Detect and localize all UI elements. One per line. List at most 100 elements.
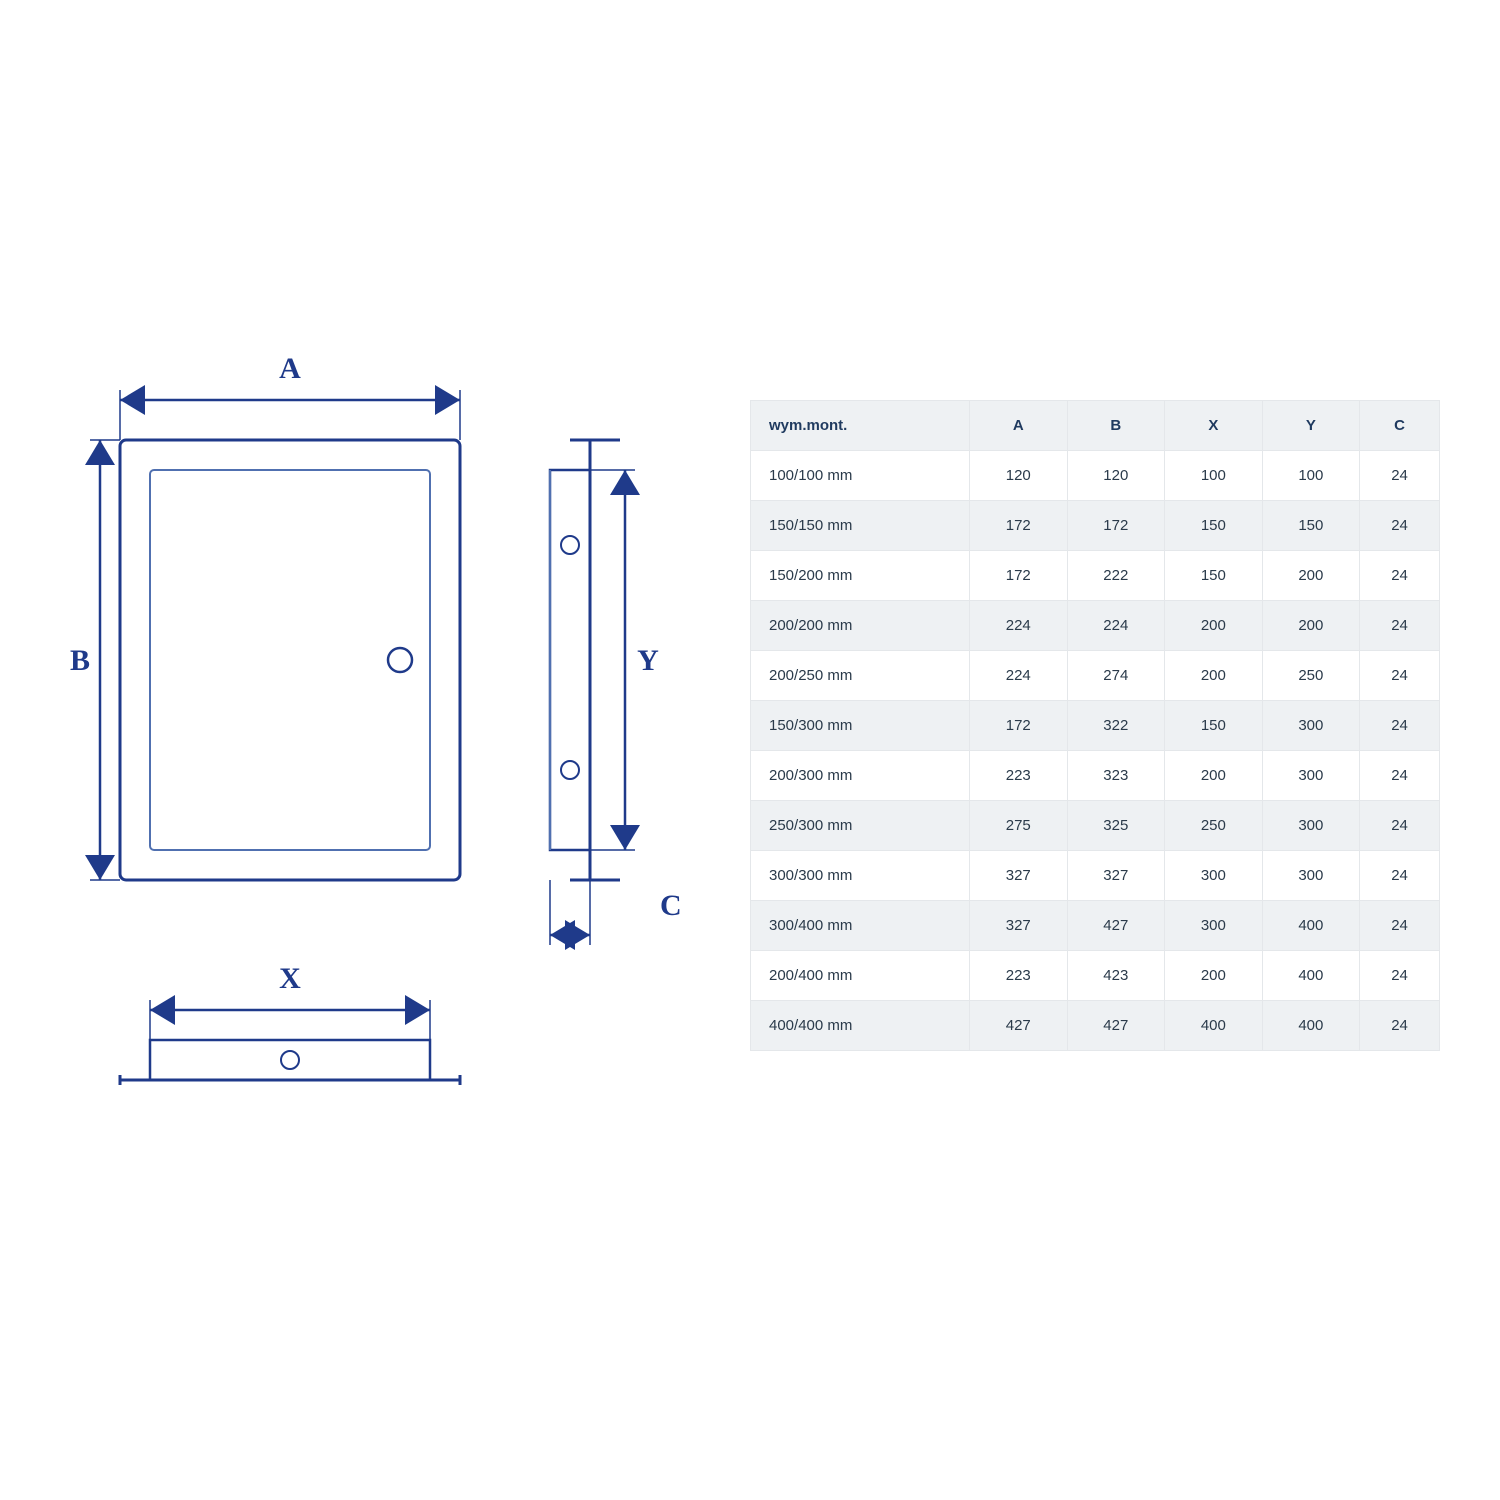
table-cell: 150/150 mm bbox=[751, 501, 970, 551]
table-cell: 300 bbox=[1262, 851, 1360, 901]
table-cell: 200/250 mm bbox=[751, 651, 970, 701]
table-cell: 427 bbox=[970, 1001, 1068, 1051]
col-header: wym.mont. bbox=[751, 401, 970, 451]
table-cell: 323 bbox=[1067, 751, 1165, 801]
table-cell: 120 bbox=[970, 451, 1068, 501]
table-cell: 224 bbox=[970, 601, 1068, 651]
table-cell: 224 bbox=[970, 651, 1068, 701]
table-cell: 150/200 mm bbox=[751, 551, 970, 601]
table-cell: 275 bbox=[970, 801, 1068, 851]
table-header-row: wym.mont. A B X Y C bbox=[751, 401, 1440, 451]
table-cell: 423 bbox=[1067, 951, 1165, 1001]
table-cell: 24 bbox=[1360, 701, 1440, 751]
table-cell: 200/300 mm bbox=[751, 751, 970, 801]
table-cell: 150 bbox=[1262, 501, 1360, 551]
table-cell: 100 bbox=[1262, 451, 1360, 501]
side-view bbox=[550, 440, 620, 880]
diagram-svg: A B bbox=[60, 340, 700, 1160]
table-cell: 120 bbox=[1067, 451, 1165, 501]
dim-label-X: X bbox=[279, 962, 301, 995]
table-cell: 24 bbox=[1360, 651, 1440, 701]
col-header: B bbox=[1067, 401, 1165, 451]
table-cell: 200 bbox=[1262, 551, 1360, 601]
table-cell: 223 bbox=[970, 951, 1068, 1001]
table-cell: 200 bbox=[1165, 651, 1263, 701]
table-row: 150/300 mm17232215030024 bbox=[751, 701, 1440, 751]
table-cell: 24 bbox=[1360, 1001, 1440, 1051]
col-header: X bbox=[1165, 401, 1263, 451]
table-cell: 200 bbox=[1165, 751, 1263, 801]
table-cell: 24 bbox=[1360, 601, 1440, 651]
table-cell: 300 bbox=[1165, 901, 1263, 951]
table-cell: 224 bbox=[1067, 601, 1165, 651]
table-row: 200/200 mm22422420020024 bbox=[751, 601, 1440, 651]
table-cell: 24 bbox=[1360, 501, 1440, 551]
dimensions-table: wym.mont. A B X Y C 100/100 mm1201201001… bbox=[750, 400, 1440, 1051]
table-cell: 327 bbox=[970, 851, 1068, 901]
table-cell: 172 bbox=[970, 701, 1068, 751]
bottom-view bbox=[120, 1040, 460, 1085]
technical-diagram: A B bbox=[60, 340, 700, 1160]
table-cell: 300/400 mm bbox=[751, 901, 970, 951]
table-row: 200/300 mm22332320030024 bbox=[751, 751, 1440, 801]
table-cell: 427 bbox=[1067, 901, 1165, 951]
table-cell: 200 bbox=[1165, 601, 1263, 651]
col-header: A bbox=[970, 401, 1068, 451]
table-cell: 400/400 mm bbox=[751, 1001, 970, 1051]
table-cell: 400 bbox=[1165, 1001, 1263, 1051]
table-cell: 200 bbox=[1165, 951, 1263, 1001]
table-cell: 327 bbox=[970, 901, 1068, 951]
table-cell: 172 bbox=[1067, 501, 1165, 551]
table-cell: 300/300 mm bbox=[751, 851, 970, 901]
table-cell: 400 bbox=[1262, 1001, 1360, 1051]
table-row: 150/200 mm17222215020024 bbox=[751, 551, 1440, 601]
dim-label-Y: Y bbox=[637, 644, 659, 677]
table-cell: 400 bbox=[1262, 901, 1360, 951]
dim-label-C: C bbox=[660, 889, 682, 922]
table-cell: 250 bbox=[1165, 801, 1263, 851]
dim-label-A: A bbox=[279, 352, 301, 385]
table-cell: 322 bbox=[1067, 701, 1165, 751]
table-cell: 250 bbox=[1262, 651, 1360, 701]
table-row: 150/150 mm17217215015024 bbox=[751, 501, 1440, 551]
table-cell: 250/300 mm bbox=[751, 801, 970, 851]
table-cell: 200 bbox=[1262, 601, 1360, 651]
table-row: 400/400 mm42742740040024 bbox=[751, 1001, 1440, 1051]
table-cell: 327 bbox=[1067, 851, 1165, 901]
table-row: 300/400 mm32742730040024 bbox=[751, 901, 1440, 951]
table-cell: 24 bbox=[1360, 451, 1440, 501]
table-cell: 325 bbox=[1067, 801, 1165, 851]
table-cell: 24 bbox=[1360, 551, 1440, 601]
table-cell: 427 bbox=[1067, 1001, 1165, 1051]
table-cell: 400 bbox=[1262, 951, 1360, 1001]
table-cell: 200/400 mm bbox=[751, 951, 970, 1001]
table-cell: 150 bbox=[1165, 701, 1263, 751]
table-row: 300/300 mm32732730030024 bbox=[751, 851, 1440, 901]
dim-label-B: B bbox=[70, 644, 90, 677]
table-row: 200/250 mm22427420025024 bbox=[751, 651, 1440, 701]
table-cell: 24 bbox=[1360, 801, 1440, 851]
table-row: 200/400 mm22342320040024 bbox=[751, 951, 1440, 1001]
table-cell: 222 bbox=[1067, 551, 1165, 601]
table-cell: 100/100 mm bbox=[751, 451, 970, 501]
table-cell: 200/200 mm bbox=[751, 601, 970, 651]
table-cell: 300 bbox=[1262, 751, 1360, 801]
table-cell: 100 bbox=[1165, 451, 1263, 501]
col-header: C bbox=[1360, 401, 1440, 451]
table-row: 100/100 mm12012010010024 bbox=[751, 451, 1440, 501]
table-cell: 24 bbox=[1360, 901, 1440, 951]
table-row: 250/300 mm27532525030024 bbox=[751, 801, 1440, 851]
col-header: Y bbox=[1262, 401, 1360, 451]
table-cell: 223 bbox=[970, 751, 1068, 801]
table-cell: 274 bbox=[1067, 651, 1165, 701]
page-root: A B bbox=[0, 0, 1500, 1500]
table-cell: 150/300 mm bbox=[751, 701, 970, 751]
table-cell: 300 bbox=[1262, 801, 1360, 851]
table-cell: 300 bbox=[1262, 701, 1360, 751]
table-cell: 300 bbox=[1165, 851, 1263, 901]
dimensions-table-wrapper: wym.mont. A B X Y C 100/100 mm1201201001… bbox=[750, 400, 1440, 1051]
table-cell: 24 bbox=[1360, 951, 1440, 1001]
table-cell: 150 bbox=[1165, 501, 1263, 551]
table-cell: 172 bbox=[970, 551, 1068, 601]
table-cell: 24 bbox=[1360, 751, 1440, 801]
